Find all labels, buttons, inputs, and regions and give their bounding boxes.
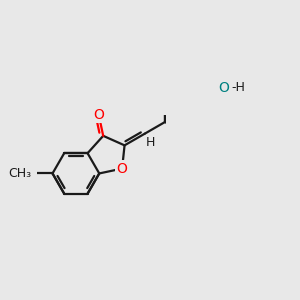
Text: H: H [146, 136, 155, 149]
Text: -H: -H [231, 81, 245, 94]
Text: CH₃: CH₃ [8, 167, 31, 180]
Text: O: O [93, 108, 104, 122]
Text: O: O [218, 81, 229, 95]
Text: O: O [117, 162, 128, 176]
